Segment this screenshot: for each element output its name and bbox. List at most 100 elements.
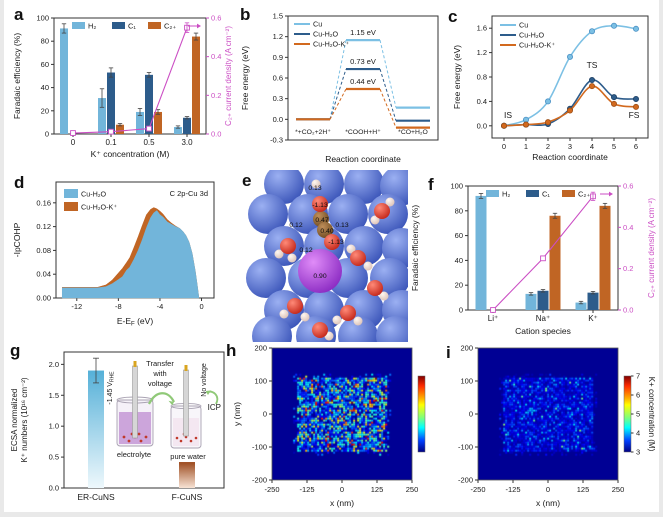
y-tick: 1.0 <box>49 422 59 431</box>
ion-dot <box>194 436 198 440</box>
x-tick: -8 <box>115 302 122 311</box>
x-tick: Li⁺ <box>488 314 498 323</box>
y-tick: 0.00 <box>36 294 51 303</box>
legend-swatch-cu-h2o <box>64 189 78 198</box>
o-atom <box>324 234 340 250</box>
bader-charge: 0.40 <box>320 228 333 235</box>
y-axis-label: -IpCOHP <box>12 222 22 257</box>
x-tick: 0.5 <box>143 138 155 147</box>
bar-H₂-0 <box>60 28 68 134</box>
y2-tick: 0.2 <box>623 264 633 273</box>
h-atom <box>311 179 321 189</box>
transfer-label: with <box>152 369 166 378</box>
y-tick: 0.8 <box>477 73 487 82</box>
electrode-left <box>132 365 138 439</box>
y-tick: -100 <box>458 443 473 452</box>
legend-swatch-C₁ <box>526 190 539 197</box>
y-tick: -100 <box>252 443 267 452</box>
x-axis-label: Reaction coordinate <box>532 152 608 162</box>
y-tick: 80 <box>455 206 463 215</box>
x-tick: -125 <box>299 485 314 494</box>
area-Cu-H₂O <box>61 210 200 299</box>
line-marker <box>540 255 546 262</box>
o-atom <box>312 322 328 338</box>
y-tick: 1.5 <box>273 12 283 21</box>
voltage-label: -1.45 VRHE <box>107 371 116 405</box>
y-tick: 40 <box>455 256 463 265</box>
legend-label: Cu-H₂O-K⁺ <box>519 41 555 50</box>
o-atom <box>287 298 303 314</box>
y-tick: 0.0 <box>477 121 487 130</box>
legend-swatch-C₂₊ <box>148 22 161 29</box>
y-tick: 0 <box>263 410 267 419</box>
x-tick: 250 <box>406 485 419 494</box>
y-tick: -200 <box>252 476 267 485</box>
y-tick: 1.2 <box>273 32 283 41</box>
legend-swatch-C₂₊ <box>562 190 575 197</box>
energy-series-Cu-H₂O-K⁺ <box>296 87 430 129</box>
x-tick: 0 <box>502 142 506 151</box>
y-tick: 20 <box>455 281 463 290</box>
transfer-arrow <box>148 392 175 405</box>
x-tick: 0.1 <box>105 138 117 147</box>
y-tick: 0 <box>459 306 463 315</box>
legend-swatch-H₂ <box>72 22 85 29</box>
y-tick: 100 <box>36 14 49 23</box>
y-tick: 60 <box>455 231 463 240</box>
marker <box>632 95 639 102</box>
bar-C₁-Na⁺ <box>537 290 549 310</box>
y2-tick: 0.0 <box>623 306 633 315</box>
marker <box>610 22 617 29</box>
y-tick: 100 <box>460 377 473 386</box>
cu-atom <box>338 316 378 342</box>
y-tick: 0.4 <box>477 97 487 106</box>
bar-ER-CuNS <box>88 370 104 488</box>
bar-C₁-0.1 <box>107 72 115 134</box>
bar-H₂-K⁺ <box>575 302 587 310</box>
transfer-label: voltage <box>148 379 172 388</box>
y-tick: 0.12 <box>36 222 51 231</box>
y-tick: 2.0 <box>49 360 59 369</box>
x-tick: 0 <box>340 485 344 494</box>
bader-charge: -1.13 <box>312 202 328 209</box>
x-axis-label: x (nm) <box>536 498 560 508</box>
chart-h: -250 -125 0 125 250 -200 -100 0 100 200 x (nm) y (n… <box>232 344 426 508</box>
legend-swatch-H₂ <box>486 190 499 197</box>
x-axis-label: Reaction coordinate <box>325 154 401 164</box>
y-axis-label: Free energy (eV) <box>452 45 462 109</box>
x-axis-label: K⁺ concentration (M) <box>91 149 170 159</box>
x-tick: 2 <box>546 142 550 151</box>
y-axis-label: Faradaic efficiency (%) <box>410 205 420 291</box>
panel-c-free-energy-reaction-path: 0.0 0.4 0.8 1.2 1.6 0 1 2 3 4 5 6 IS TS FS Cu Cu-H₂O Cu-H… <box>448 4 659 170</box>
marker <box>523 116 530 123</box>
current-density-line <box>72 27 188 134</box>
x-tick: 0 <box>199 302 203 311</box>
x-tick: -250 <box>470 485 485 494</box>
ion-dot <box>189 439 193 443</box>
y-axis-label: Free energy (eV) <box>240 46 250 110</box>
panel-label-c: c <box>448 7 458 26</box>
marker <box>610 100 617 107</box>
o-atom <box>367 280 383 296</box>
bar-H₂-0.5 <box>136 111 144 134</box>
legend-label: Cu <box>313 20 322 29</box>
bader-charge: 0.13 <box>335 222 348 229</box>
h-atom <box>287 253 297 263</box>
marker <box>523 121 530 128</box>
marker <box>567 53 574 60</box>
y-tick: 1.2 <box>477 48 487 57</box>
bader-charge: 0.12 <box>289 222 302 229</box>
o-atom <box>280 238 296 254</box>
x-tick: -4 <box>157 302 164 311</box>
h-atom <box>346 244 356 254</box>
bar-C₂₊-K⁺ <box>599 205 611 310</box>
legend-label: H₂ <box>88 22 96 31</box>
y2-tick: 0.4 <box>623 223 633 232</box>
barrier-annotation: 1.15 eV <box>350 28 376 37</box>
y-tick: -0.3 <box>270 136 283 145</box>
y-axis-label: Faradaic efficiency (%) <box>12 33 22 119</box>
panel-d-ipcohp-area-chart: 0.00 0.04 0.08 0.12 0.16 -12 -8 -4 0 Cu-H₂O Cu-H₂O… <box>8 172 232 340</box>
line-marker <box>146 125 152 132</box>
marker <box>610 94 617 101</box>
h-atom <box>332 315 342 325</box>
